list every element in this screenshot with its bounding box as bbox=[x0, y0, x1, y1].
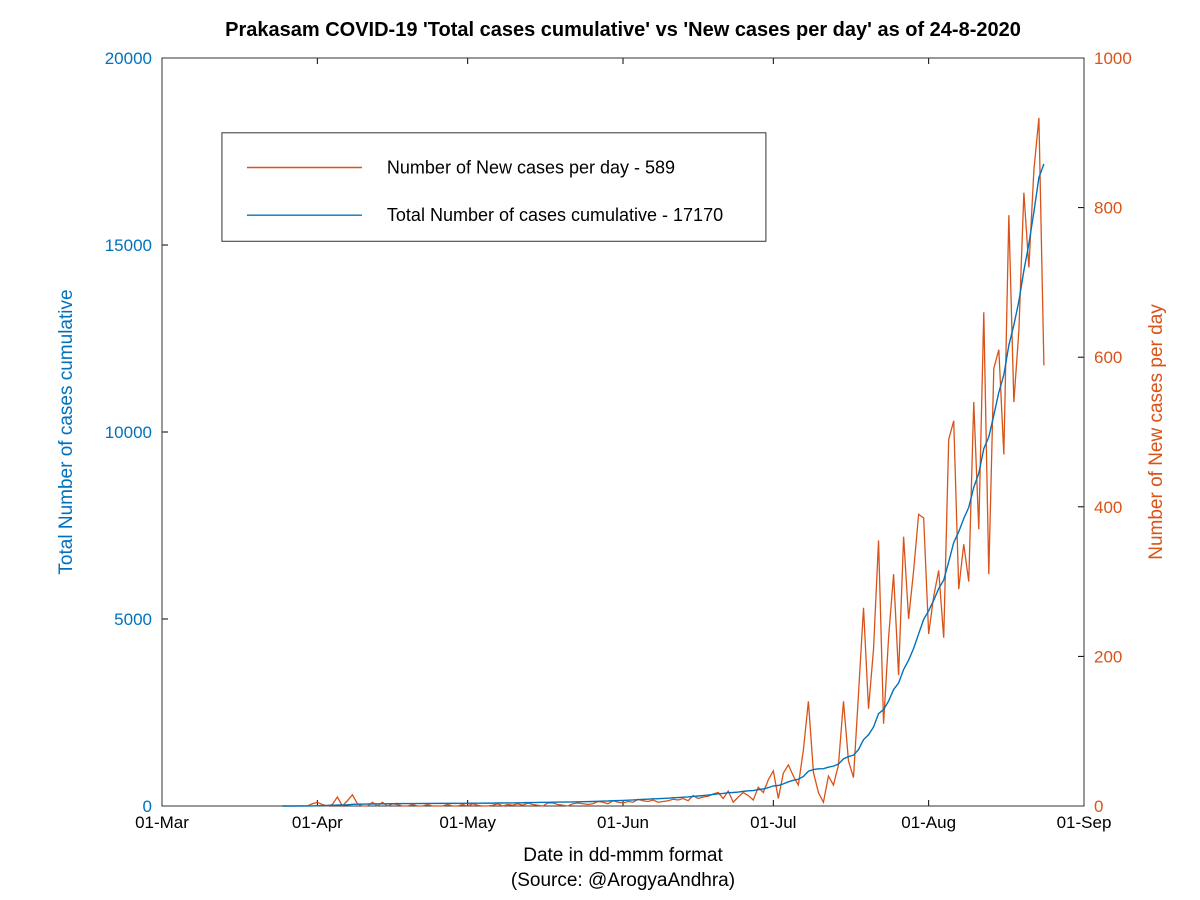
y-left-tick-label: 20000 bbox=[105, 49, 152, 68]
x-axis-label: Date in dd-mmm format bbox=[523, 845, 723, 866]
x-tick-label: 01-Apr bbox=[292, 813, 343, 832]
legend: Number of New cases per day - 589 Total N… bbox=[222, 133, 766, 241]
legend-label: Total Number of cases cumulative - 17170 bbox=[387, 205, 723, 225]
y-right-tick-label: 600 bbox=[1094, 348, 1122, 367]
y-left-tick-label: 5000 bbox=[114, 610, 152, 629]
y-left-tick-label: 0 bbox=[143, 797, 152, 816]
y-right-tick-label: 400 bbox=[1094, 498, 1122, 517]
y-right-axis-label: Number of New cases per day bbox=[1146, 304, 1167, 560]
legend-label: Number of New cases per day - 589 bbox=[387, 158, 675, 178]
x-tick-label: 01-Aug bbox=[901, 813, 956, 832]
x-tick-label: 01-Jul bbox=[750, 813, 796, 832]
y-right-tick-label: 200 bbox=[1094, 647, 1122, 666]
y-left-tick-label: 15000 bbox=[105, 236, 152, 255]
y-left-tick-label: 10000 bbox=[105, 423, 152, 442]
x-axis-source: (Source: @ArogyaAndhra) bbox=[511, 870, 735, 891]
chart-svg: 01-Mar01-Apr01-May01-Jun01-Jul01-Aug01-S… bbox=[0, 0, 1200, 900]
x-tick-label: 01-May bbox=[439, 813, 496, 832]
y-right-tick-label: 1000 bbox=[1094, 49, 1132, 68]
y-right-tick-label: 0 bbox=[1094, 797, 1103, 816]
x-tick-label: 01-Jun bbox=[597, 813, 649, 832]
chart-container: 01-Mar01-Apr01-May01-Jun01-Jul01-Aug01-S… bbox=[0, 0, 1200, 900]
y-right-tick-label: 800 bbox=[1094, 199, 1122, 218]
y-left-axis-label: Total Number of cases cumulative bbox=[56, 289, 77, 574]
chart-title: Prakasam COVID-19 'Total cases cumulativ… bbox=[225, 19, 1021, 41]
